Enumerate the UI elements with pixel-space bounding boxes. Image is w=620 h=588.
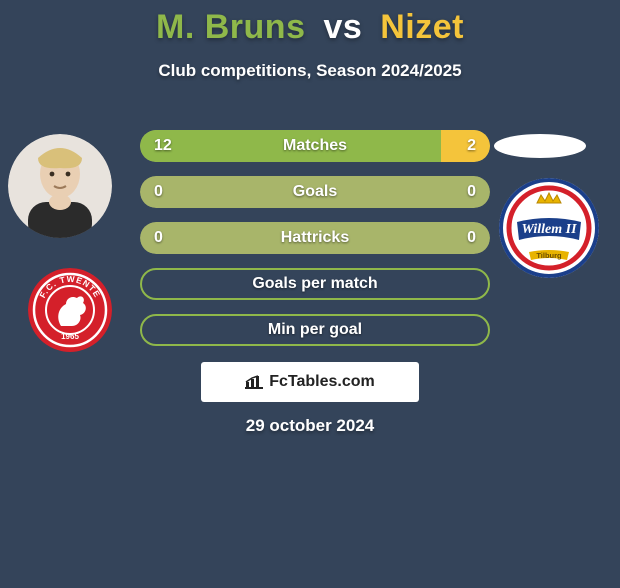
player-left-avatar	[8, 134, 112, 238]
title-left: M. Bruns	[156, 8, 305, 46]
club-right-name: Willem II	[521, 222, 577, 237]
stat-value-right: 2	[467, 130, 476, 162]
title-right: Nizet	[380, 8, 464, 46]
stat-value-left: 12	[154, 130, 172, 162]
club-left-year: 1965	[61, 332, 79, 341]
footer-date: 29 october 2024	[246, 416, 375, 436]
brand-text: FcTables.com	[269, 373, 375, 391]
stat-label: Hattricks	[140, 222, 490, 254]
stat-row-min-per-goal: Min per goal	[140, 314, 490, 346]
club-left-crest: F.C. TWENTE 1965	[28, 268, 112, 352]
club-right-crest: Willem II Tilburg	[499, 178, 599, 278]
stat-value-left: 0	[154, 176, 163, 208]
stat-row-hattricks: Hattricks0 0	[140, 222, 490, 254]
page-title: M. Bruns vs Nizet	[0, 8, 620, 47]
player-right-avatar	[494, 134, 586, 163]
stat-row-goals-per-match: Goals per match	[140, 268, 490, 300]
stat-value-right: 0	[467, 176, 476, 208]
stat-row-matches: Matches12 2	[140, 130, 490, 162]
stat-row-goals: Goals0 0	[140, 176, 490, 208]
brand-badge: FcTables.com	[201, 362, 419, 402]
stat-label: Min per goal	[142, 316, 488, 344]
subtitle: Club competitions, Season 2024/2025	[0, 61, 620, 81]
title-vs: vs	[323, 8, 362, 46]
stat-value-left: 0	[154, 222, 163, 254]
stat-value-right: 0	[467, 222, 476, 254]
stat-label: Goals per match	[142, 270, 488, 298]
comparison-bars: Matches122Goals00Hattricks00Goals per ma…	[140, 130, 490, 360]
stat-label: Matches	[140, 130, 490, 162]
bar-chart-icon	[245, 375, 263, 389]
stat-label: Goals	[140, 176, 490, 208]
club-right-city: Tilburg	[536, 251, 562, 260]
